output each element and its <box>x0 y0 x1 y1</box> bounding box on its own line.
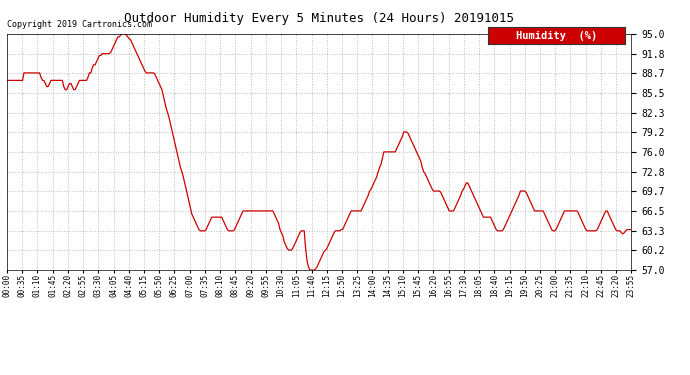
Text: Copyright 2019 Cartronics.com: Copyright 2019 Cartronics.com <box>7 20 152 29</box>
Title: Outdoor Humidity Every 5 Minutes (24 Hours) 20191015: Outdoor Humidity Every 5 Minutes (24 Hou… <box>124 12 514 26</box>
